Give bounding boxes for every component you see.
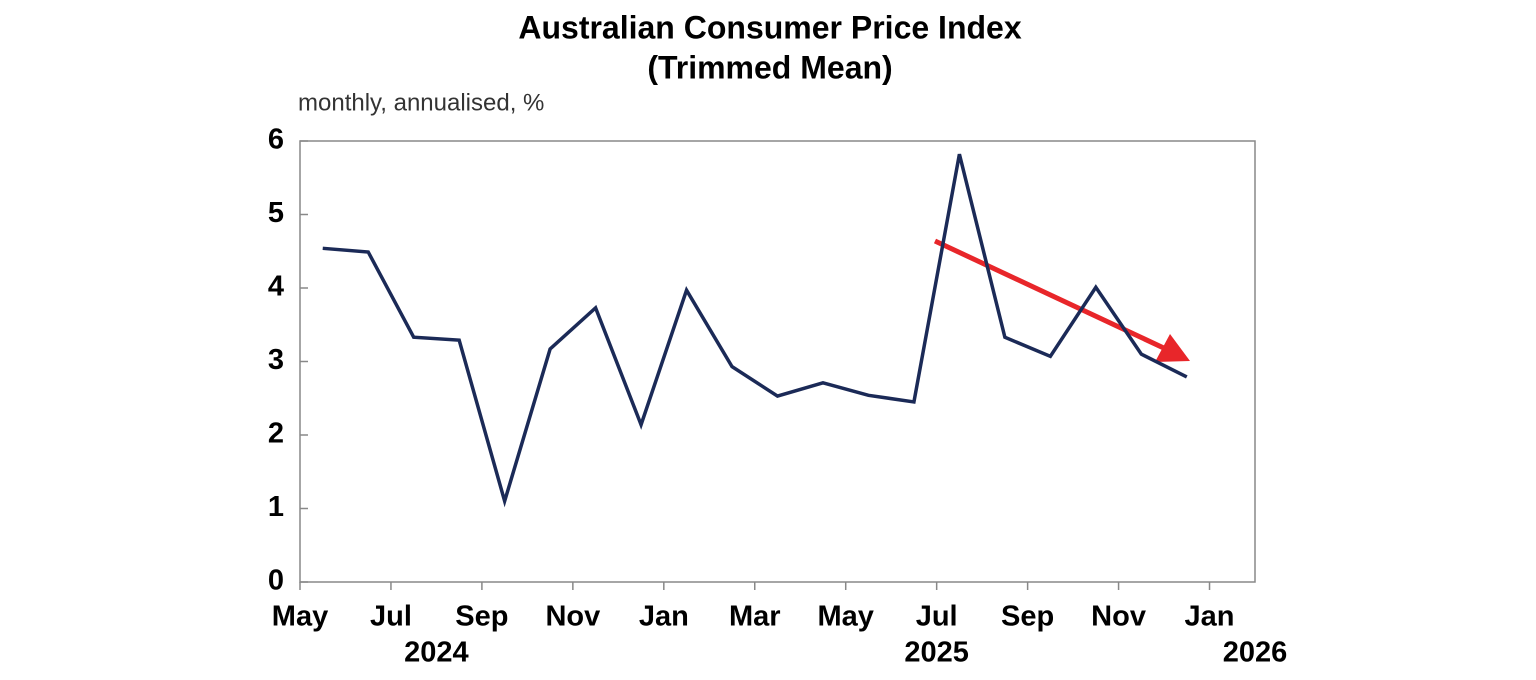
- y-tick-label: 0: [268, 565, 284, 597]
- plot-frame: [299, 140, 1256, 583]
- x-tick-label: May: [272, 601, 328, 633]
- y-tick-label: 4: [268, 271, 284, 303]
- x-tick-label: Mar: [729, 601, 781, 633]
- y-tick-label: 5: [268, 197, 284, 229]
- x-tick-label: Jan: [1185, 601, 1235, 633]
- y-tick-label: 6: [268, 124, 284, 156]
- chart-subtitle: (Trimmed Mean): [647, 49, 892, 85]
- x-year-label: 2024: [404, 637, 469, 669]
- x-tick-label: Nov: [545, 601, 600, 633]
- y-tick-label: 1: [268, 491, 284, 523]
- y-tick-label: 2: [268, 418, 284, 450]
- x-tick-label: Nov: [1091, 601, 1146, 633]
- x-year-label: 2026: [1223, 637, 1288, 669]
- x-tick-label: Jul: [916, 601, 958, 633]
- chart-title: Australian Consumer Price Index: [518, 9, 1021, 45]
- y-axis-label: monthly, annualised, %: [298, 89, 544, 116]
- y-tick-label: 3: [268, 344, 284, 376]
- data-line: [322, 153, 1188, 508]
- trend-arrow-head: [1155, 334, 1190, 362]
- trend-arrow: [933, 238, 1170, 353]
- x-tick-label: Jul: [370, 601, 412, 633]
- x-tick-label: Sep: [1001, 601, 1054, 633]
- x-tick-label: Sep: [455, 601, 508, 633]
- x-tick-label: May: [818, 601, 874, 633]
- x-tick-label: Jan: [639, 601, 689, 633]
- x-year-label: 2025: [904, 637, 969, 669]
